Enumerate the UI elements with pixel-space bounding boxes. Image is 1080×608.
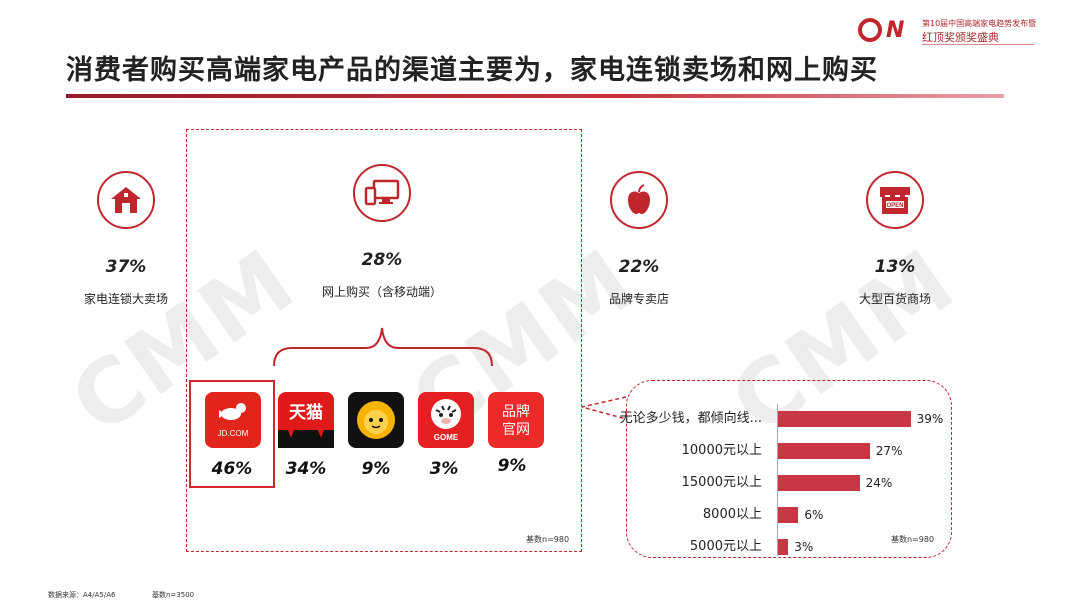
jd-highlight-box — [189, 380, 275, 488]
bar — [778, 411, 911, 427]
logo-n-icon: N — [886, 18, 905, 43]
channel-label: 家电连锁大卖场 — [83, 292, 168, 306]
logo-ring-icon — [858, 18, 882, 42]
bar — [778, 507, 799, 523]
footer-base: 基数n=3500 — [152, 591, 195, 599]
bar-value-label: 24% — [865, 476, 893, 490]
channel-label: 大型百货商场 — [858, 292, 931, 306]
bar-value-label: 39% — [916, 412, 944, 426]
brand-website-icon: 品牌 官网 — [488, 392, 544, 448]
event-logo: N 第10届中国高端家电趋势发布暨 红顶奖颁奖盛典 — [858, 16, 1048, 46]
app-percent: 3% — [429, 459, 459, 479]
apple-icon — [610, 171, 668, 229]
bar-row: 5000元以上 3% — [626, 538, 952, 556]
bar-category-label: 无论多少钱，都倾向线... — [619, 411, 762, 426]
app-percent: 9% — [497, 456, 527, 476]
bar-value-label: 6% — [804, 508, 824, 522]
bar-row: 8000以上 6% — [626, 506, 952, 524]
channel-percent: 13% — [874, 257, 916, 277]
channel-label: 网上购买（含移动端） — [321, 285, 442, 299]
jd-app-text: JD.COM — [218, 429, 249, 438]
logo-divider — [922, 44, 1034, 45]
computer-icon — [353, 164, 411, 222]
gome-app-icon: GOME — [418, 392, 474, 448]
bar-value-label: 3% — [794, 540, 814, 554]
bar-category-label: 10000元以上 — [681, 443, 762, 458]
jd-app-icon: JD.COM — [205, 392, 261, 448]
shop-icon: OPEN — [866, 171, 924, 229]
bar-row: 10000元以上 27% — [626, 442, 952, 460]
online-base-note: 基数n=980 — [526, 535, 570, 544]
bar-value-label: 27% — [875, 444, 903, 458]
official-text-2: 官网 — [502, 422, 530, 438]
app-percent: 46% — [211, 459, 253, 479]
app-percent: 9% — [361, 459, 391, 479]
logo-line2: 红顶奖颁奖盛典 — [922, 31, 999, 44]
bar-axis — [777, 404, 778, 556]
app-percent: 34% — [285, 459, 327, 479]
price-base-note: 基数n=980 — [891, 535, 935, 544]
price-preference-panel — [626, 380, 952, 558]
footer-source: 数据来源：A4/A5/A6 — [48, 591, 116, 599]
home-icon — [97, 171, 155, 229]
tmall-app-icon: 天猫 — [278, 392, 334, 448]
bar — [778, 475, 860, 491]
channel-percent: 22% — [618, 257, 660, 277]
bar-category-label: 8000以上 — [702, 507, 762, 522]
bar-row: 无论多少钱，都倾向线... 39% — [620, 410, 952, 428]
channel-percent: 28% — [361, 250, 403, 270]
page-title: 消费者购买高端家电产品的渠道主要为，家电连锁卖场和网上购买 — [66, 55, 878, 86]
channel-percent: 37% — [105, 257, 147, 277]
bar — [778, 539, 789, 555]
gome-app-text: GOME — [434, 433, 459, 442]
tmall-app-text: 天猫 — [289, 402, 323, 423]
bar-category-label: 15000元以上 — [681, 475, 762, 490]
svg-text:OPEN: OPEN — [886, 203, 903, 209]
online-highlight-box — [186, 129, 582, 552]
channel-label: 品牌专卖店 — [608, 292, 669, 306]
bubble-pointer — [581, 396, 627, 420]
official-text-1: 品牌 — [502, 403, 530, 420]
suning-app-icon — [348, 392, 404, 448]
bar-category-label: 5000元以上 — [689, 539, 762, 554]
bar-row: 15000元以上 24% — [626, 474, 952, 492]
title-divider — [66, 94, 1004, 98]
brace-connector — [273, 327, 493, 367]
bar — [778, 443, 870, 459]
logo-line1: 第10届中国高端家电趋势发布暨 — [922, 19, 1037, 28]
